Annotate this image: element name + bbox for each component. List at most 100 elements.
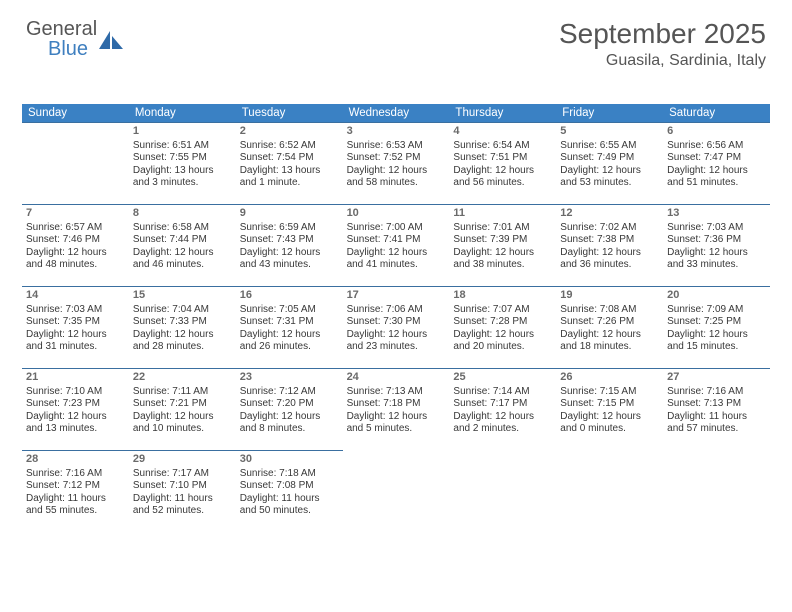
sunset-line: Sunset: 7:25 PM <box>667 316 766 329</box>
day-number: 3 <box>347 125 446 139</box>
calendar-cell: 20Sunrise: 7:09 AMSunset: 7:25 PMDayligh… <box>663 286 770 368</box>
calendar-cell: 11Sunrise: 7:01 AMSunset: 7:39 PMDayligh… <box>449 204 556 286</box>
sunrise-line: Sunrise: 7:18 AM <box>240 468 339 481</box>
daylight-line: Daylight: 12 hours and 8 minutes. <box>240 411 339 436</box>
sunset-line: Sunset: 7:47 PM <box>667 152 766 165</box>
calendar-cell: 23Sunrise: 7:12 AMSunset: 7:20 PMDayligh… <box>236 368 343 450</box>
sunset-line: Sunset: 7:08 PM <box>240 480 339 493</box>
daylight-line: Daylight: 11 hours and 52 minutes. <box>133 493 232 518</box>
daylight-line: Daylight: 12 hours and 33 minutes. <box>667 247 766 272</box>
calendar-cell: 30Sunrise: 7:18 AMSunset: 7:08 PMDayligh… <box>236 450 343 532</box>
sunrise-line: Sunrise: 7:16 AM <box>667 386 766 399</box>
dow-header: Thursday <box>449 104 556 122</box>
sunset-line: Sunset: 7:13 PM <box>667 398 766 411</box>
header-right: September 2025 Guasila, Sardinia, Italy <box>559 18 766 70</box>
dow-header: Monday <box>129 104 236 122</box>
daylight-line: Daylight: 12 hours and 18 minutes. <box>560 329 659 354</box>
calendar-cell: 8Sunrise: 6:58 AMSunset: 7:44 PMDaylight… <box>129 204 236 286</box>
sunset-line: Sunset: 7:38 PM <box>560 234 659 247</box>
day-number: 21 <box>26 371 125 385</box>
sunrise-line: Sunrise: 7:11 AM <box>133 386 232 399</box>
sunset-line: Sunset: 7:44 PM <box>133 234 232 247</box>
sunrise-line: Sunrise: 6:56 AM <box>667 140 766 153</box>
day-number: 15 <box>133 289 232 303</box>
sunset-line: Sunset: 7:21 PM <box>133 398 232 411</box>
calendar-cell: 10Sunrise: 7:00 AMSunset: 7:41 PMDayligh… <box>343 204 450 286</box>
daylight-line: Daylight: 12 hours and 41 minutes. <box>347 247 446 272</box>
daylight-line: Daylight: 12 hours and 51 minutes. <box>667 165 766 190</box>
sunset-line: Sunset: 7:23 PM <box>26 398 125 411</box>
sunrise-line: Sunrise: 7:07 AM <box>453 304 552 317</box>
calendar-cell: 3Sunrise: 6:53 AMSunset: 7:52 PMDaylight… <box>343 122 450 204</box>
sunrise-line: Sunrise: 6:54 AM <box>453 140 552 153</box>
calendar-cell: 7Sunrise: 6:57 AMSunset: 7:46 PMDaylight… <box>22 204 129 286</box>
brand-word2: Blue <box>48 38 88 60</box>
day-number: 11 <box>453 207 552 221</box>
sunset-line: Sunset: 7:17 PM <box>453 398 552 411</box>
sunrise-line: Sunrise: 7:03 AM <box>26 304 125 317</box>
sunrise-line: Sunrise: 7:12 AM <box>240 386 339 399</box>
sunrise-line: Sunrise: 7:01 AM <box>453 222 552 235</box>
sunrise-line: Sunrise: 7:03 AM <box>667 222 766 235</box>
sunrise-line: Sunrise: 6:55 AM <box>560 140 659 153</box>
day-number: 1 <box>133 125 232 139</box>
calendar-cell: 24Sunrise: 7:13 AMSunset: 7:18 PMDayligh… <box>343 368 450 450</box>
daylight-line: Daylight: 12 hours and 43 minutes. <box>240 247 339 272</box>
sunset-line: Sunset: 7:41 PM <box>347 234 446 247</box>
calendar-cell: 12Sunrise: 7:02 AMSunset: 7:38 PMDayligh… <box>556 204 663 286</box>
calendar-cell: 1Sunrise: 6:51 AMSunset: 7:55 PMDaylight… <box>129 122 236 204</box>
daylight-line: Daylight: 13 hours and 3 minutes. <box>133 165 232 190</box>
daylight-line: Daylight: 12 hours and 26 minutes. <box>240 329 339 354</box>
day-number: 29 <box>133 453 232 467</box>
sunset-line: Sunset: 7:39 PM <box>453 234 552 247</box>
sunrise-line: Sunrise: 7:16 AM <box>26 468 125 481</box>
daylight-line: Daylight: 12 hours and 36 minutes. <box>560 247 659 272</box>
daylight-line: Daylight: 12 hours and 53 minutes. <box>560 165 659 190</box>
sunset-line: Sunset: 7:26 PM <box>560 316 659 329</box>
calendar-cell: 27Sunrise: 7:16 AMSunset: 7:13 PMDayligh… <box>663 368 770 450</box>
sunrise-line: Sunrise: 6:53 AM <box>347 140 446 153</box>
sunset-line: Sunset: 7:18 PM <box>347 398 446 411</box>
sunset-line: Sunset: 7:36 PM <box>667 234 766 247</box>
daylight-line: Daylight: 12 hours and 15 minutes. <box>667 329 766 354</box>
daylight-line: Daylight: 13 hours and 1 minute. <box>240 165 339 190</box>
calendar-cell: 4Sunrise: 6:54 AMSunset: 7:51 PMDaylight… <box>449 122 556 204</box>
sunset-line: Sunset: 7:12 PM <box>26 480 125 493</box>
day-number: 6 <box>667 125 766 139</box>
day-number: 23 <box>240 371 339 385</box>
calendar-cell: 6Sunrise: 6:56 AMSunset: 7:47 PMDaylight… <box>663 122 770 204</box>
daylight-line: Daylight: 12 hours and 31 minutes. <box>26 329 125 354</box>
sunset-line: Sunset: 7:55 PM <box>133 152 232 165</box>
calendar-cell: 21Sunrise: 7:10 AMSunset: 7:23 PMDayligh… <box>22 368 129 450</box>
location: Guasila, Sardinia, Italy <box>559 52 766 70</box>
sunset-line: Sunset: 7:10 PM <box>133 480 232 493</box>
dow-header: Sunday <box>22 104 129 122</box>
day-number: 25 <box>453 371 552 385</box>
day-number: 28 <box>26 453 125 467</box>
calendar-cell: 28Sunrise: 7:16 AMSunset: 7:12 PMDayligh… <box>22 450 129 532</box>
sunrise-line: Sunrise: 7:05 AM <box>240 304 339 317</box>
dow-header: Wednesday <box>343 104 450 122</box>
day-number: 16 <box>240 289 339 303</box>
daylight-line: Daylight: 12 hours and 10 minutes. <box>133 411 232 436</box>
daylight-line: Daylight: 12 hours and 0 minutes. <box>560 411 659 436</box>
sunrise-line: Sunrise: 7:13 AM <box>347 386 446 399</box>
sunrise-line: Sunrise: 7:04 AM <box>133 304 232 317</box>
day-number: 22 <box>133 371 232 385</box>
sunrise-line: Sunrise: 7:02 AM <box>560 222 659 235</box>
sunrise-line: Sunrise: 6:57 AM <box>26 222 125 235</box>
daylight-line: Daylight: 12 hours and 2 minutes. <box>453 411 552 436</box>
calendar-cell: 19Sunrise: 7:08 AMSunset: 7:26 PMDayligh… <box>556 286 663 368</box>
daylight-line: Daylight: 12 hours and 13 minutes. <box>26 411 125 436</box>
daylight-line: Daylight: 11 hours and 55 minutes. <box>26 493 125 518</box>
sunrise-line: Sunrise: 6:59 AM <box>240 222 339 235</box>
calendar-cell: 2Sunrise: 6:52 AMSunset: 7:54 PMDaylight… <box>236 122 343 204</box>
calendar-cell: 22Sunrise: 7:11 AMSunset: 7:21 PMDayligh… <box>129 368 236 450</box>
day-number: 27 <box>667 371 766 385</box>
day-number: 24 <box>347 371 446 385</box>
calendar-cell: 5Sunrise: 6:55 AMSunset: 7:49 PMDaylight… <box>556 122 663 204</box>
sunrise-line: Sunrise: 7:15 AM <box>560 386 659 399</box>
sunset-line: Sunset: 7:43 PM <box>240 234 339 247</box>
calendar-grid: SundayMondayTuesdayWednesdayThursdayFrid… <box>22 104 770 532</box>
sunrise-line: Sunrise: 6:51 AM <box>133 140 232 153</box>
